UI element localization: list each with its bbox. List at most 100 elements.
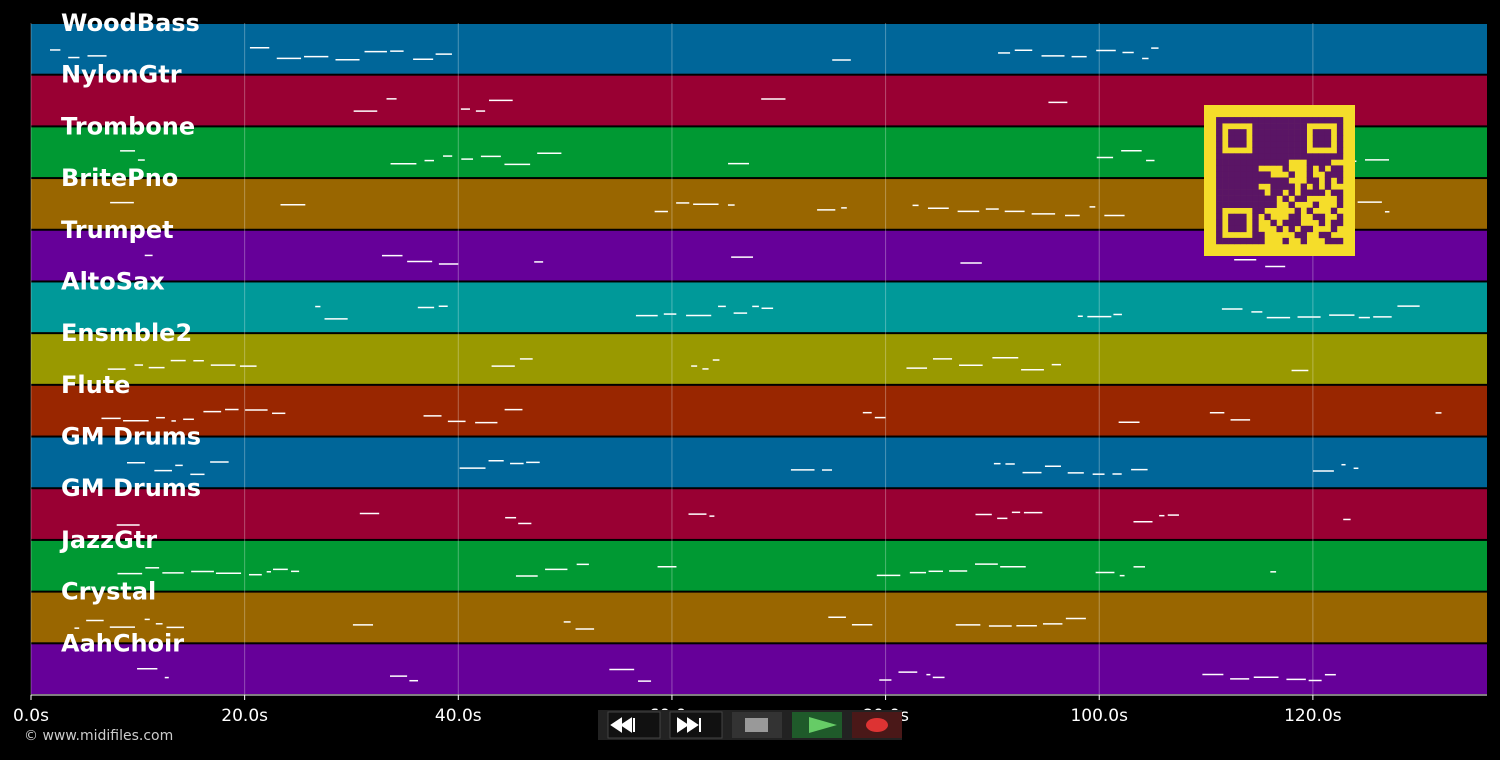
qr-cell xyxy=(1222,189,1229,196)
qr-cell xyxy=(1300,231,1307,239)
qr-cell xyxy=(1324,171,1332,178)
qr-cell xyxy=(1300,129,1307,136)
qr-cell xyxy=(1294,219,1301,227)
qr-cell xyxy=(1252,171,1259,178)
qr-cell xyxy=(1270,123,1277,130)
rewind-button[interactable] xyxy=(607,711,661,739)
qr-cell xyxy=(1294,153,1301,160)
qr-cell xyxy=(1222,237,1229,245)
qr-cell xyxy=(1240,135,1247,142)
track-label: AltoSax xyxy=(61,267,165,295)
qr-cell xyxy=(1234,153,1241,160)
qr-cell xyxy=(1282,237,1289,245)
qr-cell xyxy=(1282,165,1289,172)
qr-cell xyxy=(1282,153,1289,160)
qr-cell xyxy=(1234,165,1241,172)
qr-cell xyxy=(1318,213,1326,221)
qr-cell xyxy=(1234,225,1241,233)
qr-cell xyxy=(1336,123,1344,130)
qr-cell xyxy=(1288,213,1295,221)
record-button[interactable] xyxy=(852,712,902,738)
qr-cell xyxy=(1288,183,1295,190)
qr-cell xyxy=(1252,159,1259,166)
qr-cell xyxy=(1336,165,1344,172)
qr-cell xyxy=(1222,117,1229,124)
qr-cell xyxy=(1270,219,1277,227)
qr-cell xyxy=(1240,201,1247,208)
qr-cell xyxy=(1258,123,1265,130)
qr-cell xyxy=(1306,171,1314,178)
qr-cell xyxy=(1228,237,1235,245)
qr-cell xyxy=(1300,153,1307,160)
qr-cell xyxy=(1288,153,1295,160)
qr-cell xyxy=(1252,237,1259,245)
controls xyxy=(598,710,902,740)
qr-cell xyxy=(1252,195,1259,202)
qr-cell xyxy=(1282,117,1289,124)
qr-cell xyxy=(1318,117,1326,124)
qr-cell xyxy=(1294,135,1301,142)
qr-cell xyxy=(1228,153,1235,160)
qr-cell xyxy=(1336,129,1344,136)
qr-cell xyxy=(1282,135,1289,142)
qr-cell xyxy=(1270,141,1277,148)
track-label: BritePno xyxy=(61,164,178,192)
qr-cell xyxy=(1228,129,1235,136)
qr-cell xyxy=(1246,201,1253,208)
qr-cell xyxy=(1228,183,1235,190)
qr-cell xyxy=(1234,171,1241,178)
stop-button[interactable] xyxy=(732,712,782,738)
qr-cell xyxy=(1240,159,1247,166)
track-band xyxy=(31,644,1487,694)
qr-cell xyxy=(1222,165,1229,172)
qr-cell xyxy=(1294,129,1301,136)
qr-cell xyxy=(1240,219,1247,227)
qr-cell xyxy=(1258,147,1265,154)
qr-cell xyxy=(1270,153,1277,160)
qr-cell xyxy=(1300,195,1307,202)
qr-cell xyxy=(1270,159,1277,166)
qr-cell xyxy=(1216,195,1223,202)
qr-cell xyxy=(1294,231,1301,239)
qr-cell xyxy=(1234,129,1241,136)
qr-cell xyxy=(1216,123,1223,130)
qr-cell xyxy=(1270,129,1277,136)
track-band xyxy=(31,437,1487,488)
tick-label: 40.0s xyxy=(435,706,482,726)
qr-cell xyxy=(1336,237,1344,245)
qr-cell xyxy=(1252,225,1259,233)
qr-cell xyxy=(1282,141,1289,148)
qr-cell xyxy=(1222,195,1229,202)
qr-cell xyxy=(1276,123,1283,130)
qr-cell xyxy=(1252,213,1259,221)
qr-cell xyxy=(1252,177,1259,184)
track-band xyxy=(31,24,1487,74)
qr-cell xyxy=(1270,189,1277,196)
qr-cell xyxy=(1330,117,1338,124)
forward-button[interactable] xyxy=(669,711,723,739)
qr-cell xyxy=(1288,123,1295,130)
play-button[interactable] xyxy=(792,712,842,738)
qr-cell xyxy=(1336,117,1344,124)
qr-cell xyxy=(1330,171,1338,178)
qr-cell xyxy=(1228,189,1235,196)
qr-cell xyxy=(1312,117,1320,124)
qr-cell xyxy=(1330,207,1338,215)
qr-cell xyxy=(1252,219,1259,227)
qr-cell xyxy=(1264,159,1271,166)
qr-cell xyxy=(1324,141,1332,148)
qr-cell xyxy=(1246,237,1253,245)
qr-cell xyxy=(1264,141,1271,148)
qr-cell xyxy=(1276,189,1283,196)
qr-cell xyxy=(1312,153,1320,160)
qr-cell xyxy=(1234,135,1241,142)
qr-cell xyxy=(1216,147,1223,154)
qr-cell xyxy=(1246,183,1253,190)
track-label: WoodBass xyxy=(61,9,200,37)
qr-cell xyxy=(1240,117,1247,124)
qr-cell xyxy=(1276,183,1283,190)
track-label: Ensmble2 xyxy=(61,319,192,347)
qr-cell xyxy=(1300,117,1307,124)
qr-cell xyxy=(1216,201,1223,208)
qr-cell xyxy=(1264,171,1271,178)
